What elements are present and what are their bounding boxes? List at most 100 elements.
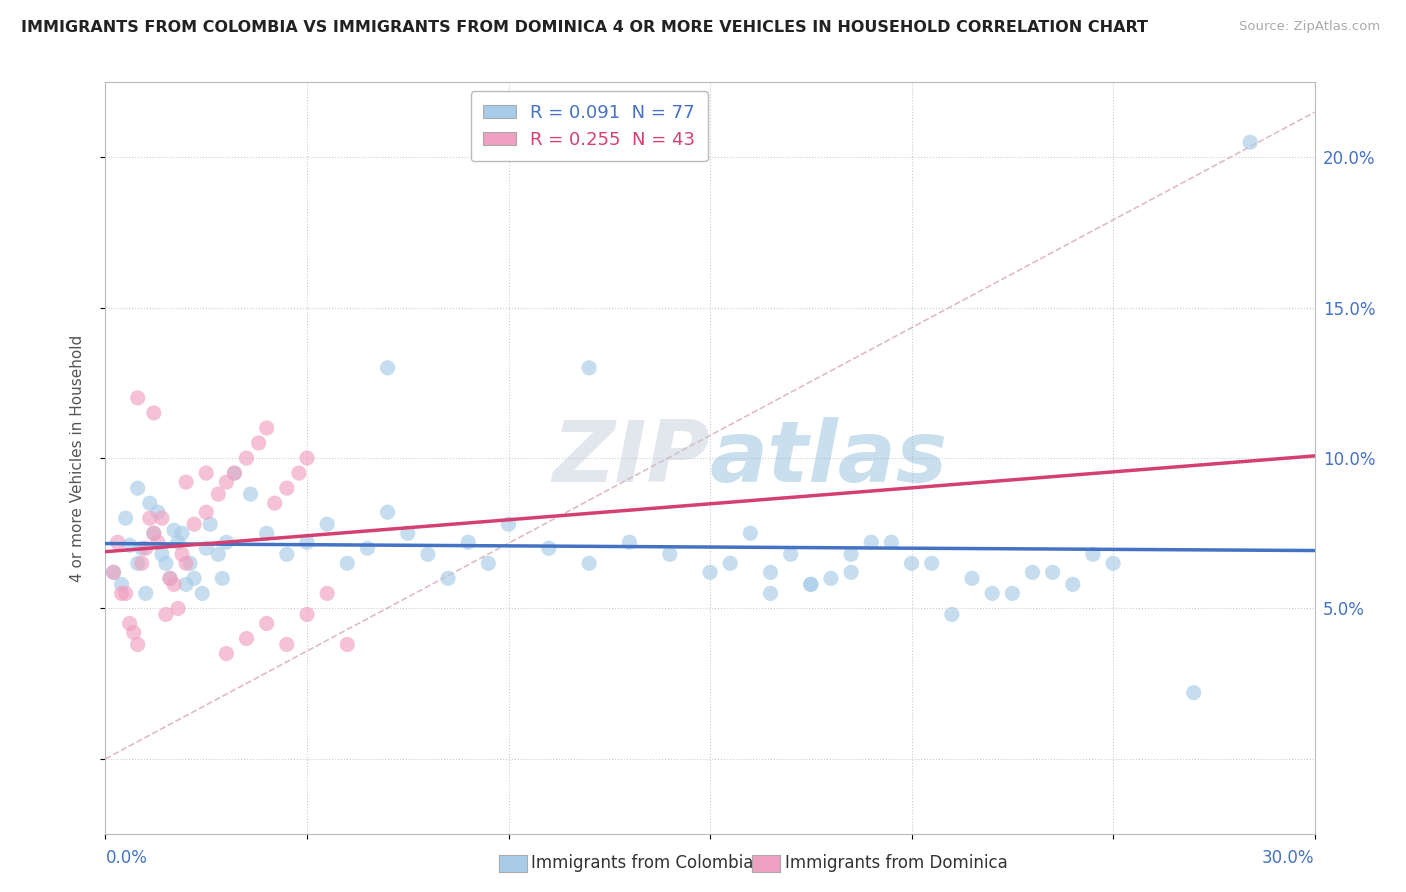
Point — [235, 450, 257, 465]
Y-axis label: 4 or more Vehicles in Household: 4 or more Vehicles in Household — [70, 334, 84, 582]
Point — [174, 557, 197, 571]
Point — [170, 547, 193, 561]
Point — [1021, 566, 1043, 580]
Point — [578, 557, 600, 571]
Point — [1239, 135, 1261, 149]
Point — [159, 571, 181, 585]
Point — [295, 450, 318, 465]
Point — [537, 541, 560, 556]
Text: ZIP: ZIP — [553, 417, 710, 500]
Point — [578, 360, 600, 375]
Point — [174, 577, 197, 591]
Point — [142, 406, 165, 420]
Point — [356, 541, 378, 556]
Point — [941, 607, 963, 622]
Point — [167, 535, 190, 549]
Point — [1042, 566, 1064, 580]
Point — [1081, 547, 1104, 561]
Point — [800, 577, 823, 591]
Point — [316, 586, 339, 600]
Point — [195, 505, 218, 519]
Point — [1001, 586, 1024, 600]
Point — [699, 566, 721, 580]
Point — [135, 586, 157, 600]
Text: atlas: atlas — [710, 417, 948, 500]
Point — [135, 541, 157, 556]
Point — [457, 535, 479, 549]
Point — [107, 535, 129, 549]
Point — [195, 466, 218, 480]
Point — [759, 586, 782, 600]
Point — [288, 466, 311, 480]
Point — [256, 421, 278, 435]
Point — [131, 541, 153, 556]
Point — [247, 436, 270, 450]
Point — [146, 505, 169, 519]
Point — [215, 475, 238, 489]
Point — [159, 571, 181, 585]
Point — [215, 535, 238, 549]
Point — [131, 557, 153, 571]
Point — [183, 517, 205, 532]
Point — [981, 586, 1004, 600]
Point — [118, 616, 141, 631]
Legend: R = 0.091  N = 77, R = 0.255  N = 43: R = 0.091 N = 77, R = 0.255 N = 43 — [471, 91, 707, 161]
Point — [820, 571, 842, 585]
Point — [167, 601, 190, 615]
Point — [207, 547, 229, 561]
Point — [150, 547, 173, 561]
Point — [155, 607, 177, 622]
Point — [263, 496, 285, 510]
Point — [759, 566, 782, 580]
Point — [295, 607, 318, 622]
Point — [170, 526, 193, 541]
Point — [146, 535, 169, 549]
Point — [224, 466, 246, 480]
Point — [498, 517, 520, 532]
Point — [139, 496, 162, 510]
Point — [960, 571, 983, 585]
Point — [174, 475, 197, 489]
Point — [163, 523, 186, 537]
Text: Immigrants from Dominica: Immigrants from Dominica — [785, 855, 1007, 872]
Point — [377, 505, 399, 519]
Point — [900, 557, 922, 571]
Point — [224, 466, 246, 480]
Text: 30.0%: 30.0% — [1263, 849, 1315, 867]
Point — [127, 638, 149, 652]
Point — [195, 541, 218, 556]
Point — [336, 557, 359, 571]
Point — [256, 526, 278, 541]
Point — [1062, 577, 1084, 591]
Point — [103, 566, 125, 580]
Point — [139, 511, 162, 525]
Point — [215, 647, 238, 661]
Text: Immigrants from Colombia: Immigrants from Colombia — [531, 855, 754, 872]
Point — [839, 547, 862, 561]
Point — [316, 517, 339, 532]
Text: IMMIGRANTS FROM COLOMBIA VS IMMIGRANTS FROM DOMINICA 4 OR MORE VEHICLES IN HOUSE: IMMIGRANTS FROM COLOMBIA VS IMMIGRANTS F… — [21, 20, 1149, 35]
Point — [276, 547, 298, 561]
Point — [860, 535, 883, 549]
Point — [150, 511, 173, 525]
Point — [396, 526, 419, 541]
Point — [779, 547, 801, 561]
Point — [880, 535, 903, 549]
Point — [200, 517, 222, 532]
Point — [256, 616, 278, 631]
Point — [239, 487, 262, 501]
Point — [110, 586, 132, 600]
Point — [295, 535, 318, 549]
Point — [211, 571, 233, 585]
Point — [142, 526, 165, 541]
Point — [800, 577, 823, 591]
Point — [122, 625, 145, 640]
Point — [127, 481, 149, 495]
Point — [839, 566, 862, 580]
Point — [619, 535, 641, 549]
Point — [207, 487, 229, 501]
Point — [127, 557, 149, 571]
Point — [276, 638, 298, 652]
Point — [179, 557, 201, 571]
Text: 0.0%: 0.0% — [105, 849, 148, 867]
